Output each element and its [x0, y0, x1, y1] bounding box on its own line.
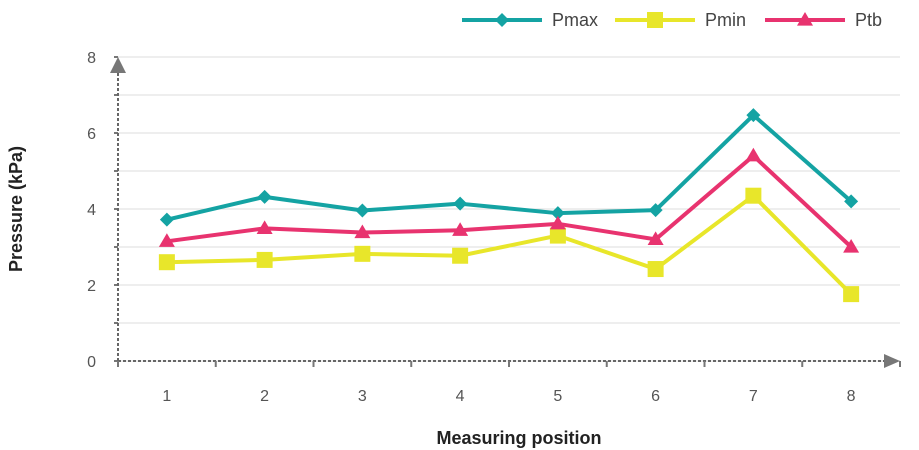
y-axis-arrow — [110, 57, 126, 73]
data-point-pmax — [844, 194, 859, 209]
x-tick-label: 3 — [358, 388, 367, 405]
data-point-pmin — [843, 286, 860, 303]
data-point-pmin — [354, 245, 371, 262]
data-point-pmax — [550, 206, 565, 221]
data-point-pmax — [648, 203, 663, 218]
y-tick-label: 2 — [87, 278, 96, 295]
data-point-pmax — [257, 189, 272, 204]
data-point-pmax — [746, 108, 761, 123]
series-line-pmax — [166, 113, 853, 222]
data-point-ptb — [745, 147, 762, 162]
x-tick-label: 2 — [260, 388, 269, 405]
series-line-ptb — [166, 153, 853, 249]
series-line-pmin — [166, 193, 853, 296]
data-point-pmin — [452, 247, 469, 264]
y-axis-title: Pressure (kPa) — [6, 146, 26, 272]
y-tick-label: 6 — [87, 126, 96, 143]
data-point-pmin — [158, 254, 175, 271]
legend-label-ptb: Ptb — [855, 10, 882, 30]
legend-marker-ptb — [797, 12, 813, 26]
data-point-ptb — [647, 231, 664, 245]
data-point-ptb — [256, 220, 273, 234]
x-tick-label: 5 — [553, 388, 562, 405]
data-point-ptb — [549, 215, 566, 230]
x-tick-label: 7 — [749, 388, 758, 405]
y-tick-label: 0 — [87, 354, 96, 371]
x-tick-label: 8 — [847, 388, 856, 405]
x-axis-title: Measuring position — [436, 428, 601, 448]
data-point-pmin — [256, 251, 273, 268]
data-point-ptb — [843, 239, 860, 253]
x-tick-label: 6 — [651, 388, 660, 405]
data-point-pmin — [647, 261, 664, 278]
data-point-pmin — [549, 227, 566, 244]
legend-marker-pmax — [495, 13, 509, 27]
data-point-pmax — [355, 203, 370, 218]
legend-label-pmax: Pmax — [552, 10, 598, 30]
data-point-pmax — [159, 212, 174, 227]
x-tick-label: 4 — [456, 388, 465, 405]
x-axis-arrow — [884, 354, 900, 368]
data-point-ptb — [452, 222, 469, 236]
y-tick-label: 8 — [87, 50, 96, 67]
data-point-ptb — [354, 224, 371, 239]
data-point-pmax — [453, 196, 468, 211]
data-point-pmin — [745, 187, 762, 204]
y-tick-label: 4 — [87, 202, 96, 219]
legend-marker-pmin — [647, 12, 663, 28]
x-tick-label: 1 — [162, 388, 171, 405]
legend-label-pmin: Pmin — [705, 10, 746, 30]
data-point-ptb — [158, 233, 175, 247]
